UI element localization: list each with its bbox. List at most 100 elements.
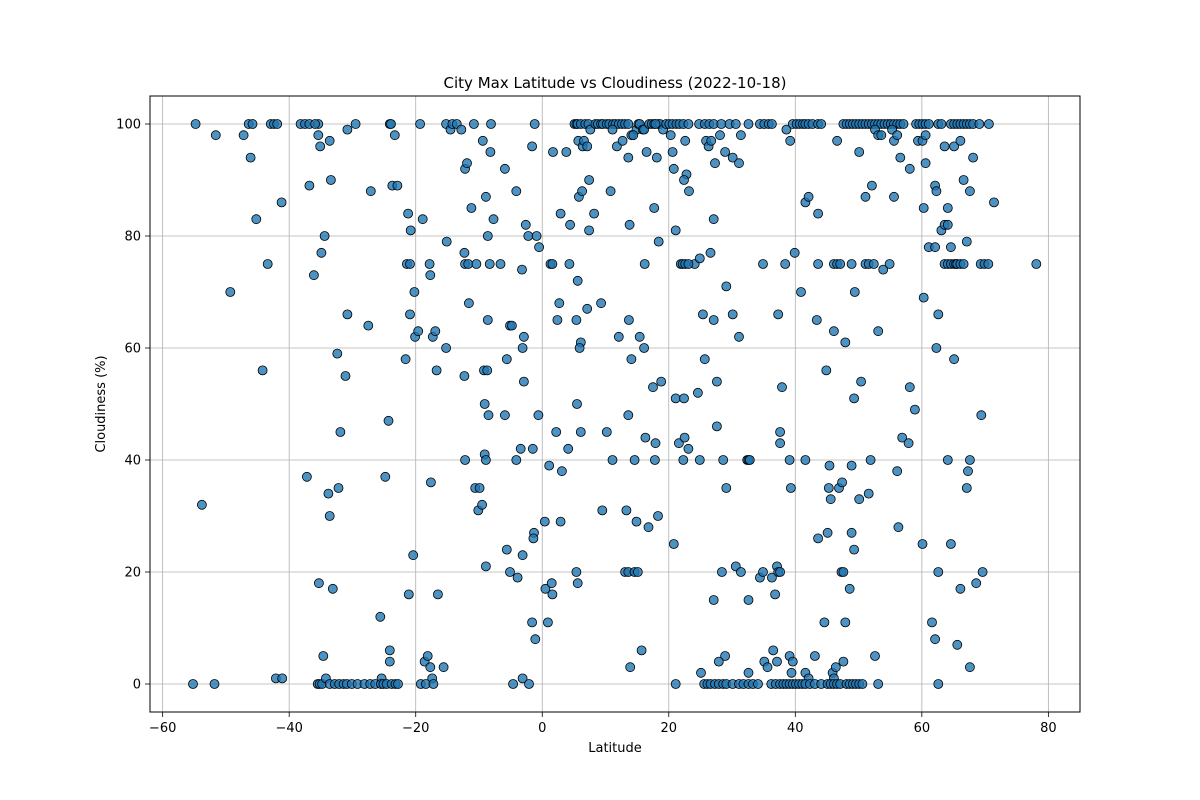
data-point — [933, 567, 944, 577]
data-point — [625, 662, 636, 673]
data-point — [430, 326, 441, 337]
data-point — [438, 662, 449, 673]
data-point — [425, 477, 436, 488]
data-point — [694, 455, 705, 465]
data-point — [188, 679, 198, 689]
data-point — [949, 141, 959, 152]
data-point — [863, 488, 874, 499]
data-point — [527, 443, 538, 454]
data-point — [931, 186, 942, 197]
data-point — [679, 393, 689, 404]
data-point — [824, 460, 835, 471]
data-point — [383, 415, 394, 426]
data-point — [781, 124, 792, 135]
x-tick-label: 60 — [914, 721, 931, 736]
data-point — [832, 135, 842, 146]
data-point — [617, 135, 628, 146]
data-point — [508, 679, 518, 689]
data-point — [432, 589, 443, 600]
data-point — [564, 259, 575, 269]
data-point — [895, 152, 906, 163]
data-point — [897, 432, 908, 443]
data-point — [838, 567, 849, 577]
data-point — [533, 410, 544, 421]
data-point — [422, 651, 433, 661]
data-point — [846, 527, 857, 538]
data-point — [327, 583, 338, 594]
data-point — [857, 679, 868, 689]
data-point — [196, 499, 207, 510]
data-point — [425, 662, 436, 673]
data-point — [786, 667, 797, 678]
data-point — [856, 376, 866, 387]
data-point — [517, 343, 528, 353]
data-point — [505, 567, 515, 577]
data-point — [727, 152, 738, 163]
data-point — [965, 662, 975, 673]
data-point — [873, 679, 884, 689]
data-point — [712, 421, 722, 432]
data-point — [653, 511, 663, 521]
data-point — [775, 438, 785, 449]
data-point — [846, 259, 857, 269]
data-point — [708, 595, 719, 605]
data-point — [393, 679, 403, 689]
data-point — [796, 287, 806, 297]
data-point — [636, 645, 647, 656]
data-point — [482, 231, 493, 241]
data-point — [846, 460, 857, 471]
data-point — [822, 527, 833, 538]
data-point — [849, 393, 859, 404]
data-point — [325, 175, 336, 185]
data-point — [425, 270, 436, 281]
data-point — [417, 214, 428, 225]
data-point — [245, 152, 256, 163]
data-point — [474, 483, 485, 493]
data-point — [713, 656, 724, 667]
data-point — [380, 471, 391, 482]
data-point — [800, 455, 811, 465]
data-point — [983, 259, 994, 269]
data-point — [878, 264, 889, 275]
data-point — [984, 119, 994, 129]
data-point — [304, 180, 315, 191]
data-point — [408, 550, 419, 561]
data-point — [840, 337, 851, 348]
data-point — [854, 147, 865, 157]
data-point — [511, 455, 522, 465]
data-point — [316, 247, 327, 258]
data-point — [767, 572, 777, 583]
data-point — [403, 208, 414, 219]
data-point — [459, 247, 470, 258]
data-point — [904, 382, 915, 393]
data-point — [572, 275, 583, 286]
data-point — [531, 231, 542, 241]
data-point — [653, 236, 664, 247]
data-point — [679, 432, 690, 443]
data-point — [838, 656, 849, 667]
data-point — [955, 583, 966, 594]
data-point — [679, 175, 689, 185]
data-point — [315, 141, 326, 152]
data-point — [930, 242, 940, 253]
data-point — [277, 673, 288, 684]
data-point — [225, 287, 236, 297]
data-point — [813, 208, 823, 219]
data-point — [313, 130, 324, 141]
data-point — [718, 455, 729, 465]
data-point — [335, 427, 346, 437]
data-point — [720, 147, 730, 157]
data-point — [350, 119, 361, 129]
data-point — [340, 371, 351, 381]
data-point — [238, 130, 249, 141]
data-point — [597, 505, 608, 516]
data-point — [803, 191, 814, 202]
data-point — [918, 203, 929, 213]
data-point — [825, 494, 836, 505]
data-point — [989, 197, 999, 208]
data-point — [780, 259, 791, 269]
data-point — [949, 354, 959, 365]
data-point — [527, 141, 537, 152]
data-point — [961, 236, 972, 247]
data-point — [775, 427, 785, 437]
